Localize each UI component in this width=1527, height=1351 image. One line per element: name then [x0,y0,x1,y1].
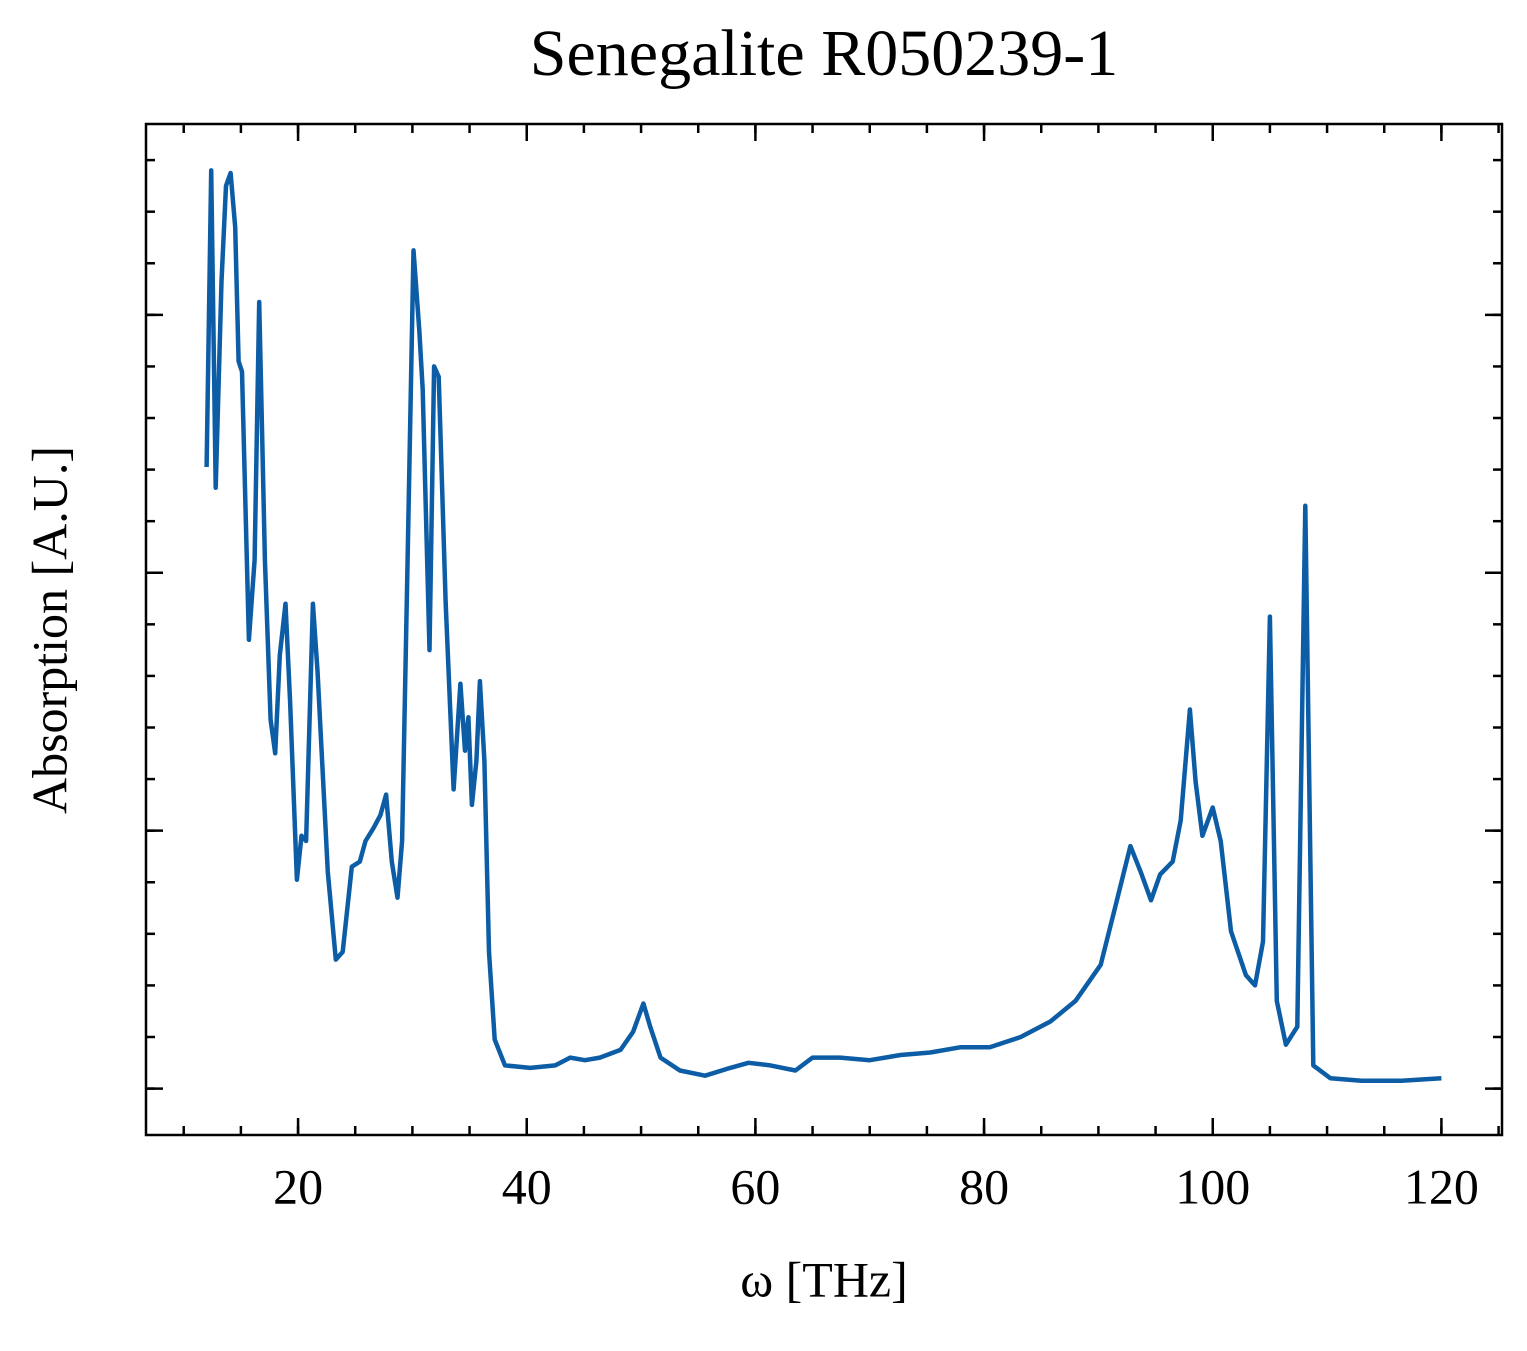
chart-title: Senegalite R050239-1 [530,17,1118,90]
plot-frame [144,122,1504,1137]
y-axis-label: Absorption [A.U.] [21,446,77,814]
x-tick-label: 20 [273,1158,323,1214]
x-tick-label: 80 [959,1158,1009,1214]
x-axis-label: ω [THz] [740,1251,908,1307]
x-tick-label: 40 [502,1158,552,1214]
x-tick-label: 60 [730,1158,780,1214]
data-line [204,168,1442,1084]
x-tick-label: 120 [1404,1158,1479,1214]
x-tick-label: 100 [1175,1158,1250,1214]
